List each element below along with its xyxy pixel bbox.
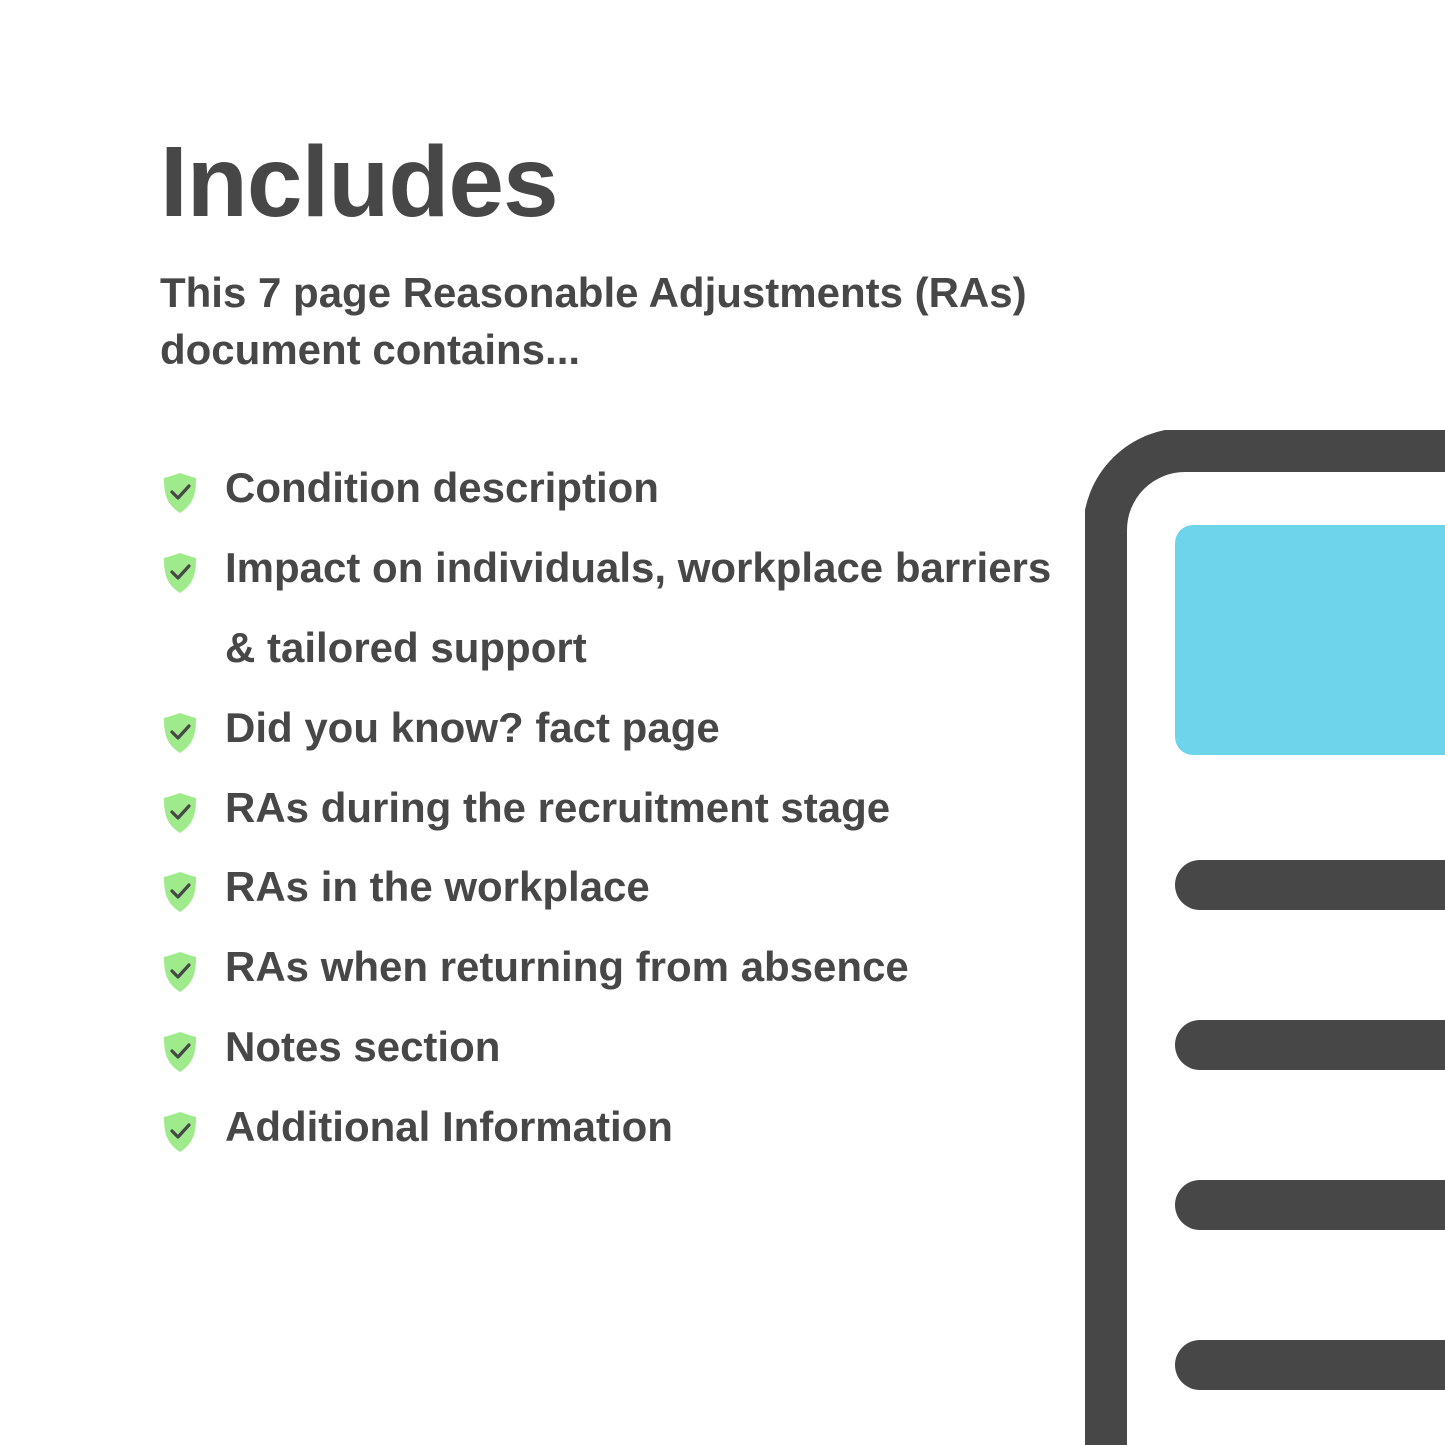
page-subtitle: This 7 page Reasonable Adjustments (RAs)… [160, 265, 1080, 378]
list-item-label: Condition description [225, 464, 659, 511]
list-item-label: RAs during the recruitment stage [225, 784, 890, 831]
list-item: Impact on individuals, workplace barrier… [160, 528, 1060, 688]
shield-check-icon [160, 551, 200, 595]
list-item: Notes section [160, 1007, 1060, 1087]
list-item-label: Did you know? fact page [225, 704, 720, 751]
list-item-label: RAs when returning from absence [225, 943, 909, 990]
includes-list: Condition description Impact on individu… [160, 448, 1160, 1166]
list-item-label: Notes section [225, 1023, 500, 1070]
list-item: Did you know? fact page [160, 688, 1060, 768]
list-item: RAs during the recruitment stage [160, 768, 1060, 848]
shield-check-icon [160, 1030, 200, 1074]
shield-check-icon [160, 870, 200, 914]
list-item: Additional Information [160, 1087, 1060, 1167]
list-item-label: Additional Information [225, 1103, 673, 1150]
clipboard-illustration [1085, 430, 1445, 1445]
shield-check-icon [160, 1110, 200, 1154]
shield-check-icon [160, 711, 200, 755]
page-title: Includes [160, 130, 1160, 235]
list-item-label: RAs in the workplace [225, 863, 650, 910]
list-item-label: Impact on individuals, workplace barrier… [225, 544, 1051, 671]
shield-check-icon [160, 471, 200, 515]
list-item: Condition description [160, 448, 1060, 528]
shield-check-icon [160, 950, 200, 994]
shield-check-icon [160, 791, 200, 835]
list-item: RAs in the workplace [160, 847, 1060, 927]
list-item: RAs when returning from absence [160, 927, 1060, 1007]
